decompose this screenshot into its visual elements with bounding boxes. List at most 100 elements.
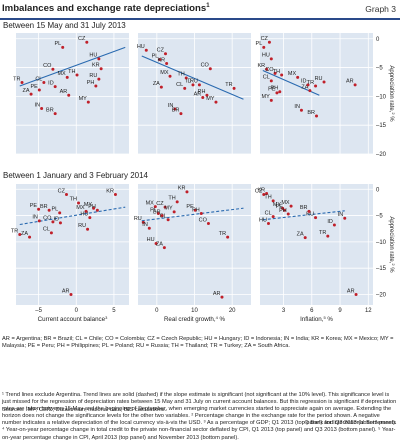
point-label-th: TH [168,196,175,202]
data-point-ru [86,227,90,231]
data-point-br [53,112,57,116]
x-axis-title-unit: % [326,316,334,323]
point-label-mx: MX [57,71,66,77]
point-label-br: BR [153,209,161,215]
point-label-mx: MX [146,200,155,206]
point-label-ph: PH [271,86,279,92]
point-label-ph: PH [279,208,287,214]
trend-line [19,46,126,87]
point-label-cz: CZ [157,48,165,54]
point-label-ph: PH [198,89,206,95]
point-label-in: IN [294,104,300,110]
data-point-mx [168,74,172,78]
y-axis-title-sup: 2 [391,112,396,115]
point-label-cz: CZ [78,36,86,42]
data-point-kr [265,191,269,195]
data-point-mx [296,75,300,79]
x-axis-title: Real credit growth,4 % [164,315,226,323]
point-label-id: ID [48,80,54,86]
data-point-co [51,67,55,71]
point-label-mx: MX [76,205,85,211]
data-point-co [208,67,212,71]
data-point-za [303,236,307,240]
point-label-mx: MX [288,71,297,77]
point-label-my: MY [164,206,173,212]
data-point-tr [314,84,318,88]
data-point-hu [88,216,92,220]
point-label-th: TH [273,69,280,75]
data-point-ru [97,77,101,81]
graph-title: Imbalances and exchange rate depreciatio… [2,3,210,14]
data-point-pl [158,58,162,62]
point-label-ar: AR [194,91,202,97]
data-point-cz [163,52,167,56]
data-point-my [172,210,176,214]
point-label-kr: KR [157,57,165,63]
point-label-za: ZA [297,231,304,237]
panel-background [16,33,129,154]
data-point-tr [18,233,22,237]
point-label-th: TH [68,69,75,75]
y-tick-label: –20 [376,292,387,298]
point-label-id: ID [53,217,59,223]
x-tick-label: 20 [229,308,236,314]
point-label-in: IN [338,212,344,218]
y-tick-label: –20 [376,152,387,158]
graph-title-text: Imbalances and exchange rate depreciatio… [2,3,207,15]
data-point-hu [144,48,148,52]
data-point-th [77,201,81,205]
point-label-ru: RU [89,73,97,79]
data-point-mx [65,75,69,79]
x-tick-label: 0 [155,308,159,314]
data-point-in [299,108,303,112]
y-tick-label: 0 [376,187,380,193]
data-point-ar [69,292,73,296]
trend-line [141,207,244,222]
trend-line [262,210,345,221]
x-axis-title-text: Inflation, [300,316,324,323]
point-label-th: TH [177,72,184,78]
data-point-th [75,73,79,77]
data-point-cz [267,40,271,44]
data-point-tr [20,81,24,85]
point-label-pe: PE [30,203,38,209]
data-point-th [184,76,188,80]
point-label-kr: KR [257,63,265,69]
point-label-mx: MX [160,70,169,76]
x-axis-title-sup: 3 [105,315,108,320]
point-label-co: CO [43,216,52,222]
point-label-pe: PE [276,204,284,210]
data-point-za [308,89,312,93]
x-axis-title-unit: % [218,316,226,323]
point-label-cl: CL [160,214,167,220]
data-point-kr [99,67,103,71]
data-point-ar [67,93,71,97]
data-point-cl [271,215,275,219]
data-point-in [40,106,44,110]
data-point-cl [166,218,170,222]
point-label-co: CO [43,63,52,69]
data-point-br [315,114,318,118]
data-point-id [332,223,336,227]
point-label-ar: AR [213,291,221,297]
x-axis-title-sup: 4 [216,315,219,320]
point-label-tr: TR [307,80,314,86]
point-label-tr: TR [319,230,326,236]
point-label-pe: PE [186,204,194,210]
x-axis-title: Inflation,5 % [300,315,333,323]
data-point-my [92,206,96,210]
point-label-br: BR [172,107,180,113]
data-point-tr [326,234,330,238]
point-label-hu: HU [137,44,145,50]
point-label-th: TH [264,195,271,201]
data-point-pl [156,211,160,215]
point-label-ru: RU [190,79,198,85]
point-label-my: MY [84,202,93,208]
y-tick-label: –5 [376,66,383,72]
x-tick-label: 3 [282,308,286,314]
data-point-in [37,219,41,223]
point-label-cz: CZ [255,188,263,194]
point-label-ar: AR [62,288,70,294]
data-point-id [306,83,310,87]
point-label-my: MY [262,94,271,100]
